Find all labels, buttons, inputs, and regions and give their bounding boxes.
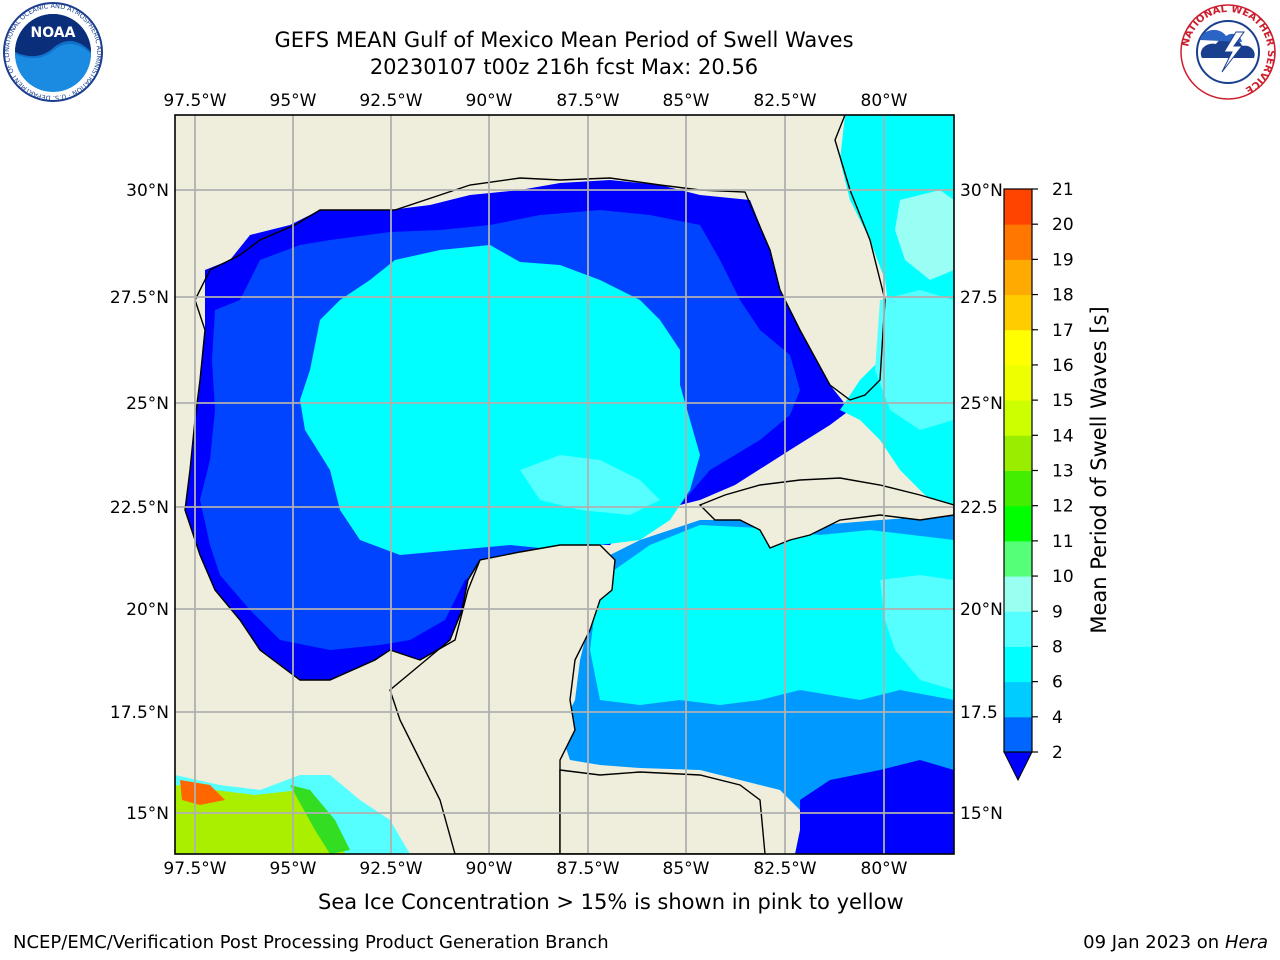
- lat-label-left: 30°N: [126, 181, 169, 201]
- colorbar-tick-label: 13: [1052, 462, 1074, 482]
- lon-label-bottom: 80°W: [861, 859, 908, 879]
- lon-label-bottom: 92.5°W: [359, 859, 422, 879]
- lon-label-top: 92.5°W: [359, 91, 422, 111]
- lat-label-right: 25°N: [960, 394, 1003, 414]
- lon-label-top: 97.5°W: [163, 91, 226, 111]
- lon-label-bottom: 95°W: [270, 859, 317, 879]
- lat-label-left: 25°N: [126, 394, 169, 414]
- colorbar-cell: [1004, 540, 1032, 577]
- lat-label-right: 15°N: [960, 804, 1003, 824]
- caribbean-water-deep: [795, 760, 954, 854]
- noaa-logo: NATIONAL OCEANIC AND ATMOSPHERIC ADMINIS…: [2, 2, 103, 102]
- colorbar-cell: [1004, 716, 1032, 753]
- colorbar-cell: [1004, 435, 1032, 471]
- colorbar-tick-label: 16: [1052, 356, 1074, 376]
- colorbar-cell: [1004, 505, 1032, 542]
- lon-gridlines: [194, 115, 885, 854]
- lat-label-left: 17.5°N: [110, 703, 169, 723]
- colorbar-tick-label: 9: [1052, 602, 1063, 622]
- colorbar-cell: [1004, 400, 1032, 436]
- colorbar-cell: [1004, 470, 1032, 507]
- caribbean-water-core: [590, 525, 954, 705]
- colorbar-cell: [1004, 259, 1032, 296]
- colorbar-label: Mean Period of Swell Waves [s]: [1087, 306, 1111, 633]
- colorbar-cell: [1004, 364, 1032, 401]
- chart-subtitle: 20230107 t00z 216h fcst Max: 20.56: [369, 55, 759, 79]
- lat-label-right: 17.5: [960, 703, 998, 723]
- lon-label-top: 82.5°W: [753, 91, 816, 111]
- cuba-landmass: [698, 477, 954, 549]
- lat-label-left: 20°N: [126, 600, 169, 620]
- map-frame: [174, 114, 955, 855]
- colorbar-tick-label: 20: [1052, 215, 1074, 235]
- colorbar-tick-label: 12: [1052, 497, 1074, 517]
- colorbar-cell: [1004, 646, 1032, 683]
- lat-label-right: 22.5: [960, 498, 998, 518]
- colorbar-cell: [1004, 189, 1032, 225]
- lon-label-bottom: 85°W: [663, 859, 710, 879]
- lat-label-left: 22.5°N: [110, 498, 169, 518]
- lon-label-bottom: 82.5°W: [753, 859, 816, 879]
- lat-label-left: 15°N: [126, 804, 169, 824]
- colorbar-tick-label: 4: [1052, 708, 1063, 728]
- colorbar-cell: [1004, 329, 1032, 366]
- lon-label-top: 80°W: [861, 91, 908, 111]
- pacific-swell-peak: [180, 780, 225, 805]
- noaa-logo-text: NOAA: [31, 25, 76, 41]
- colorbar-cell: [1004, 294, 1032, 331]
- colorbar-tick-label: 6: [1052, 673, 1063, 693]
- central-america-landmass: [559, 769, 766, 854]
- colorbar-cell: [1004, 224, 1032, 260]
- lon-label-bottom: 87.5°W: [556, 859, 619, 879]
- lon-label-top: 90°W: [466, 91, 513, 111]
- sea-ice-note: Sea Ice Concentration > 15% is shown in …: [318, 890, 904, 914]
- colorbar-tick-label: 21: [1052, 180, 1074, 200]
- pacific-swell-green: [290, 785, 350, 854]
- colorbar-cell: [1004, 611, 1032, 647]
- lat-gridlines: [175, 189, 954, 814]
- lat-label-right: 20°N: [960, 600, 1003, 620]
- colorbar-tick-label: 14: [1052, 426, 1074, 446]
- colorbar-tick-label: 2: [1052, 743, 1063, 763]
- colorbar-tick-label: 18: [1052, 286, 1074, 306]
- nws-logo: NATIONAL WEATHER SERVICE: [1180, 4, 1276, 100]
- yucatan-landmass: [389, 544, 616, 854]
- colorbar-tick-label: 19: [1052, 250, 1074, 270]
- lon-label-top: 95°W: [270, 91, 317, 111]
- caribbean-water-light: [880, 575, 954, 690]
- chart-title: GEFS MEAN Gulf of Mexico Mean Period of …: [274, 28, 854, 52]
- atlantic-water-light: [895, 190, 954, 280]
- colorbar-tick-label: 8: [1052, 637, 1063, 657]
- footer-host: Hera: [1224, 932, 1268, 953]
- colorbar-extend-arrow: [1003, 751, 1033, 782]
- lat-label-right: 27.5: [960, 288, 998, 308]
- lat-label-left: 27.5°N: [110, 288, 169, 308]
- colorbar-tick-label: 10: [1052, 567, 1074, 587]
- gulf-water-light-patch: [520, 455, 660, 515]
- colorbar-cell: [1004, 576, 1032, 612]
- footer-date: 09 Jan 2023 on Hera: [1083, 932, 1268, 953]
- colorbar-cell: [1004, 681, 1032, 718]
- footer-credit: NCEP/EMC/Verification Post Processing Pr…: [13, 932, 609, 953]
- colorbar-tick-label: 11: [1052, 532, 1074, 552]
- atlantic-water-mid: [875, 290, 954, 430]
- colorbar-tick-label: 15: [1052, 391, 1074, 411]
- lon-label-top: 85°W: [663, 91, 710, 111]
- lon-label-bottom: 97.5°W: [163, 859, 226, 879]
- lat-label-right: 30°N: [960, 181, 1003, 201]
- colorbar-tick-label: 17: [1052, 321, 1074, 341]
- footer-date-text: 09 Jan 2023 on: [1083, 932, 1225, 953]
- lon-label-bottom: 90°W: [466, 859, 513, 879]
- lon-label-top: 87.5°W: [556, 91, 619, 111]
